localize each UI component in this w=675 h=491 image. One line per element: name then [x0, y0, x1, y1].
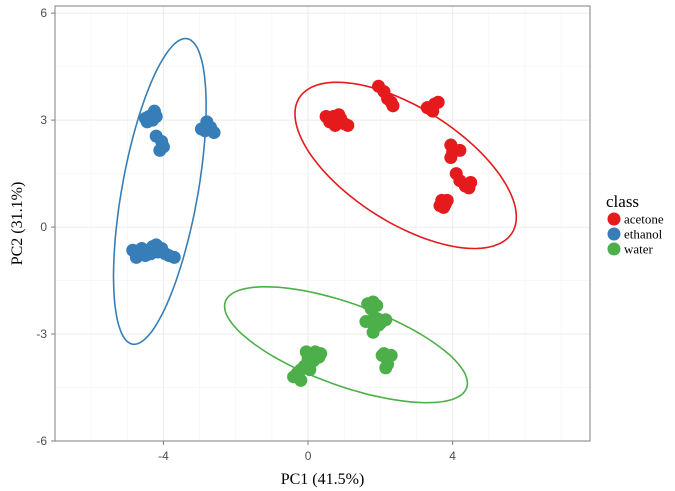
ethanol-point [167, 250, 181, 264]
ethanol-point [153, 143, 167, 157]
acetone-ellipse [294, 81, 518, 250]
acetone-point [464, 175, 478, 189]
y-axis-title: PC2 (31.1%) [9, 182, 26, 266]
y-tick-label: 3 [40, 113, 47, 127]
ethanol-point [146, 113, 160, 127]
ethanol-point [198, 124, 212, 138]
water-point [294, 373, 308, 387]
legend-label-water: water [624, 242, 654, 257]
x-tick-label: 4 [449, 449, 456, 463]
acetone-point [444, 151, 458, 165]
water-point [375, 348, 389, 362]
confidence-ellipses [112, 37, 518, 404]
acetone-point [426, 104, 440, 118]
water-point [299, 345, 313, 359]
water-point [303, 363, 317, 377]
acetone-point [433, 199, 447, 213]
plot-panel [55, 6, 590, 441]
legend-label-acetone: acetone [624, 212, 664, 227]
data-points [126, 79, 478, 387]
grid-lines [54, 6, 590, 442]
water-point [372, 318, 386, 332]
y-tick-label: -3 [36, 327, 47, 341]
y-tick-label: 6 [40, 6, 47, 20]
ethanol-point [147, 243, 161, 257]
y-tick-label: 0 [40, 220, 47, 234]
y-tick-label: -6 [36, 434, 47, 448]
water-ellipse [223, 286, 469, 404]
x-tick-label: 0 [305, 449, 312, 463]
axis-ticks: -4 0 4 -6 -3 0 3 6 [36, 6, 456, 463]
legend-key-water [607, 242, 621, 256]
water-point [359, 315, 373, 329]
acetone-point [323, 115, 337, 129]
water-point [312, 350, 326, 364]
acetone-point [386, 99, 400, 113]
acetone-point [453, 143, 467, 157]
x-axis-title: PC1 (41.5%) [281, 471, 365, 488]
plot-border [54, 5, 591, 442]
legend-title: class [606, 192, 639, 211]
ethanol-ellipse [112, 37, 207, 346]
water-point [379, 361, 393, 375]
legend-key-ethanol [607, 227, 621, 241]
legend-key-acetone [607, 212, 621, 226]
acetone-point [332, 108, 346, 122]
acetone-point [341, 118, 355, 132]
legend-label-ethanol: ethanol [624, 227, 663, 242]
x-tick-label: -4 [158, 449, 169, 463]
